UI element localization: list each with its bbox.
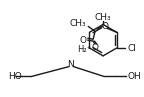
- Text: O: O: [80, 36, 87, 45]
- Text: CH₃: CH₃: [95, 13, 111, 22]
- Text: Cl: Cl: [127, 44, 136, 52]
- Text: OH: OH: [128, 72, 141, 81]
- Text: N: N: [67, 60, 74, 69]
- Text: CH₃: CH₃: [70, 19, 86, 28]
- Text: H₂⁺: H₂⁺: [78, 45, 92, 55]
- Text: O: O: [101, 22, 108, 31]
- Text: HO: HO: [8, 72, 22, 81]
- Text: O: O: [92, 42, 99, 52]
